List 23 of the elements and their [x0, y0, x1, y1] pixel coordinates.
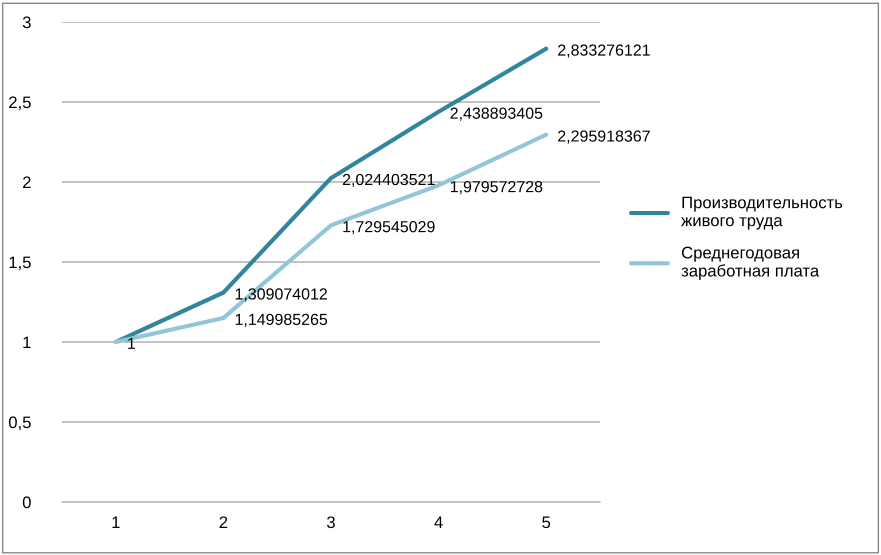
legend-label: Производительность живого труда [681, 196, 842, 230]
y-tick-label: 2 [23, 176, 31, 188]
data-label: 2,438893405 [450, 108, 542, 121]
data-label: 2,295918367 [558, 130, 650, 144]
data-label: 2,024403521 [342, 174, 435, 188]
x-tick-label: 5 [542, 516, 550, 528]
data-label: 1,149985265 [236, 314, 328, 327]
data-label: 1 [128, 338, 136, 349]
x-tick-label: 3 [327, 516, 335, 528]
y-tick-label: 1,5 [10, 256, 31, 270]
data-label: 2,833276121 [558, 44, 650, 58]
y-tick-label: 1 [23, 336, 31, 348]
x-tick-label: 1 [112, 516, 120, 528]
x-tick-label: 4 [434, 516, 443, 528]
y-tick-label: 2,5 [9, 96, 31, 110]
legend-label: Среднегодовая заработная плата [682, 246, 820, 280]
y-tick-label: 0,5 [8, 416, 31, 430]
y-tick-label: 0 [22, 496, 31, 508]
data-label: 1,729545029 [343, 221, 435, 234]
data-label: 1,309074012 [236, 288, 327, 302]
x-tick-label: 2 [220, 516, 228, 528]
data-label: 1,979572728 [450, 181, 542, 194]
y-tick-label: 3 [22, 16, 31, 28]
